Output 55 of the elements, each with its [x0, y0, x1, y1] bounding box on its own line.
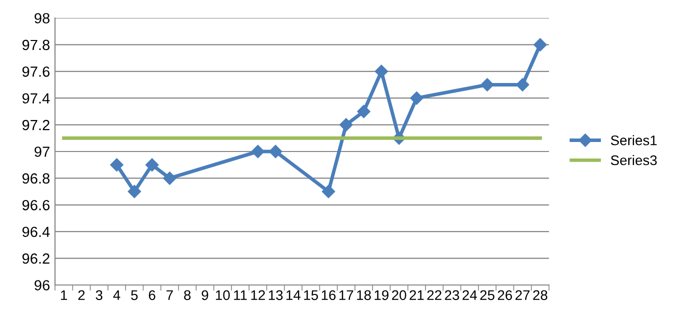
- point: [322, 184, 336, 198]
- x-tick-label: 23: [444, 290, 460, 300]
- x-tick-label: 15: [304, 290, 318, 300]
- x-tick-label: 13: [268, 290, 283, 300]
- x-tick-label: 18: [357, 290, 371, 300]
- x-tick-label: 17: [339, 290, 354, 300]
- point: [516, 78, 530, 92]
- x-tick-label: 12: [251, 290, 265, 300]
- point: [110, 158, 124, 172]
- x-tick-label: 5: [131, 290, 138, 300]
- y-tick-label: 96.8: [22, 173, 50, 184]
- x-tick-label: 19: [374, 290, 388, 300]
- y-tick-label: 97.8: [22, 40, 50, 50]
- x-tick-label: 27: [516, 290, 530, 300]
- x-tick-label: 26: [498, 290, 512, 300]
- x-tick-label: 7: [166, 290, 173, 300]
- x-tick-label: 2: [78, 290, 85, 300]
- x-tick-label: 10: [216, 290, 230, 300]
- y-tick-label: 96.4: [22, 226, 50, 238]
- x-tick-label: 16: [322, 290, 336, 300]
- x-tick-label: 28: [533, 290, 548, 300]
- y-tick-label: 97.2: [22, 120, 50, 130]
- x-tick-label: 11: [234, 290, 247, 300]
- point: [357, 104, 370, 118]
- point: [268, 144, 282, 158]
- x-tick-label: 6: [148, 290, 156, 300]
- y-tick-label: 97.4: [22, 93, 50, 104]
- point: [340, 118, 353, 132]
- x-tick-label: 24: [462, 290, 477, 300]
- x-tick-label: 4: [113, 290, 120, 300]
- point: [163, 172, 176, 185]
- y-tick-label: 97: [34, 146, 50, 157]
- legend-label: Series1: [610, 135, 657, 146]
- y-tick-label: 96.2: [22, 253, 50, 264]
- y-tick-label: 98: [34, 13, 50, 24]
- y-tick-label: 96: [34, 280, 50, 290]
- y-tick-label: 96.6: [22, 200, 50, 210]
- y-tick-label: 97.6: [22, 66, 50, 77]
- legend-label: Series3: [610, 154, 657, 166]
- x-tick-label: 14: [286, 290, 300, 300]
- point: [410, 92, 424, 105]
- point: [145, 158, 159, 172]
- x-tick-label: 22: [427, 290, 442, 300]
- x-tick-label: 8: [184, 290, 191, 300]
- x-tick-label: 3: [96, 290, 102, 300]
- x-tick-label: 25: [480, 290, 494, 300]
- point: [251, 144, 264, 158]
- x-tick-label: 21: [410, 290, 424, 300]
- x-tick-label: 9: [202, 290, 208, 300]
- point: [374, 64, 388, 78]
- x-tick-label: 20: [392, 290, 406, 300]
- point: [534, 38, 547, 52]
- point: [128, 184, 141, 198]
- x-tick-label: 1: [61, 290, 68, 300]
- point: [480, 78, 494, 92]
